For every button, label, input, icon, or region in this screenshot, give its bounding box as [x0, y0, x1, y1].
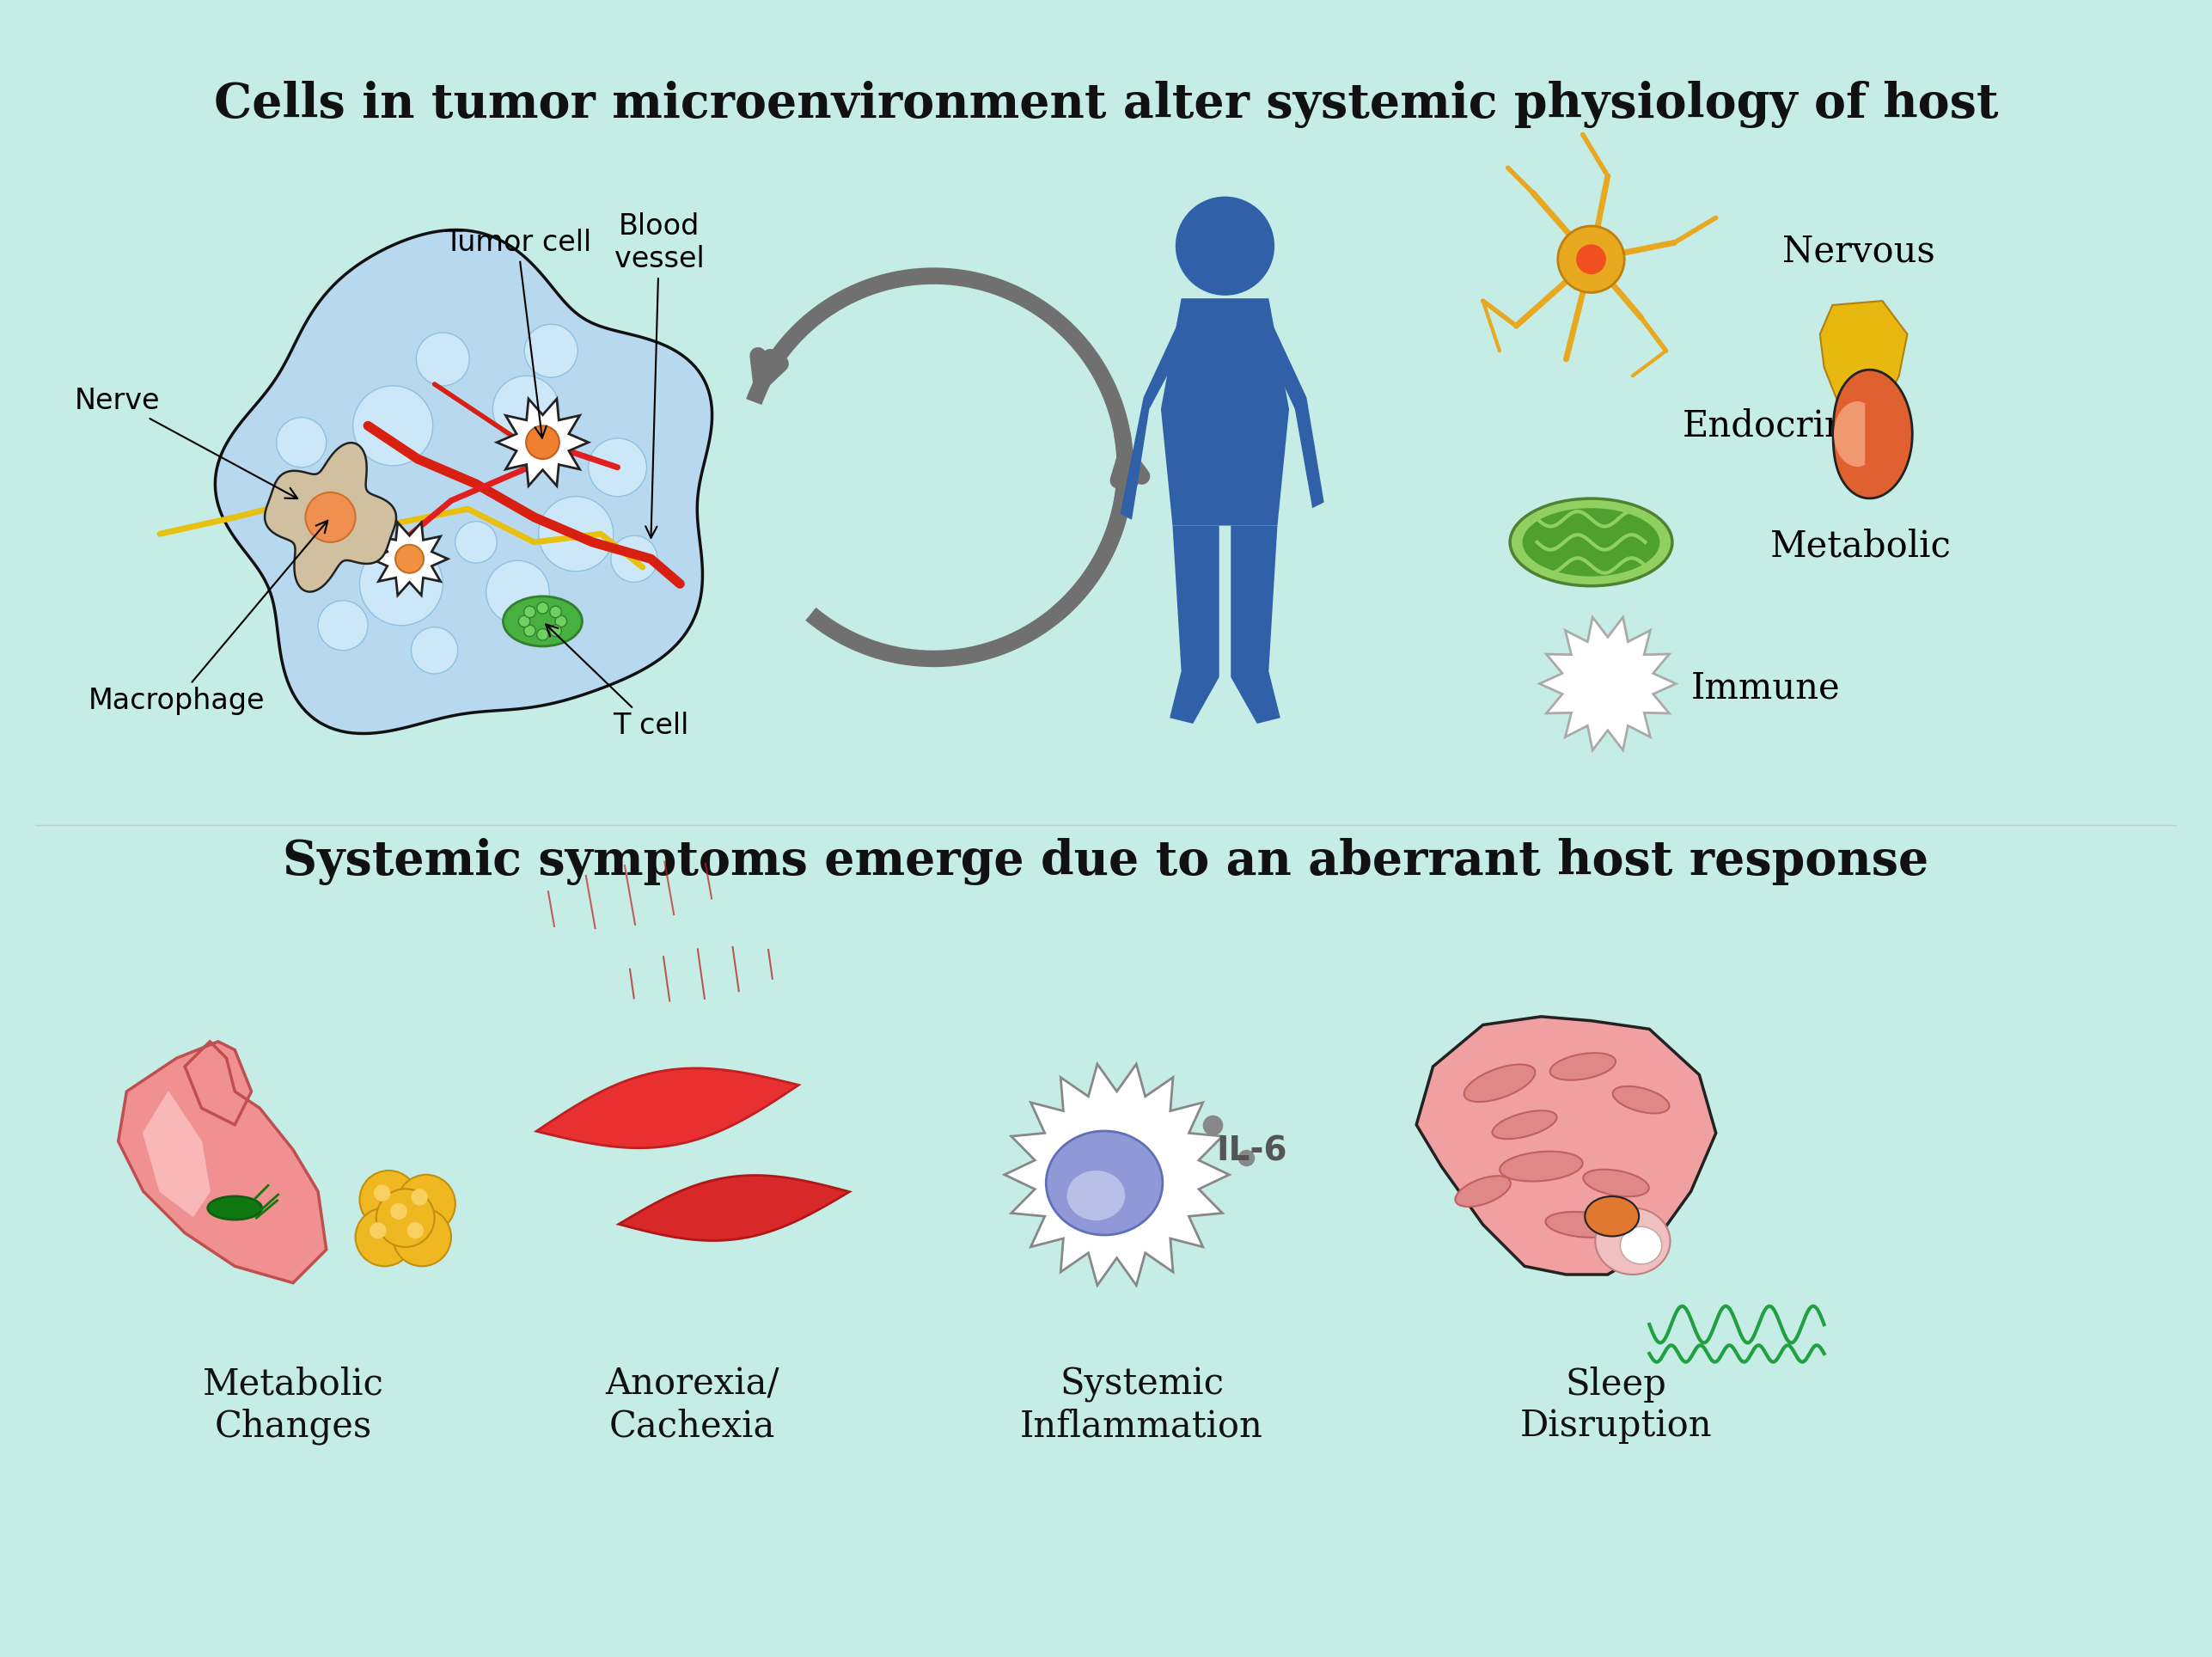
Text: Nerve: Nerve: [75, 386, 296, 499]
Ellipse shape: [1619, 1226, 1661, 1264]
Circle shape: [588, 437, 646, 497]
Circle shape: [538, 628, 549, 640]
Ellipse shape: [1464, 1064, 1535, 1102]
Polygon shape: [1256, 316, 1325, 509]
Text: Endocrine: Endocrine: [1683, 408, 1869, 444]
Circle shape: [487, 560, 549, 623]
Ellipse shape: [1522, 509, 1659, 577]
Circle shape: [361, 542, 442, 625]
Circle shape: [551, 606, 562, 618]
Text: Immune: Immune: [1690, 669, 1840, 706]
Circle shape: [1175, 197, 1274, 295]
Circle shape: [416, 333, 469, 386]
Circle shape: [294, 486, 358, 548]
Polygon shape: [372, 522, 447, 595]
Circle shape: [396, 545, 425, 573]
Circle shape: [369, 1223, 387, 1239]
Text: Systemic symptoms emerge due to an aberrant host response: Systemic symptoms emerge due to an aberr…: [283, 838, 1929, 885]
Circle shape: [356, 1208, 414, 1266]
Circle shape: [611, 535, 657, 582]
Ellipse shape: [1493, 1110, 1557, 1138]
Ellipse shape: [1500, 1152, 1582, 1181]
Text: Tumor cell: Tumor cell: [445, 229, 591, 437]
Circle shape: [276, 418, 327, 467]
Polygon shape: [144, 1092, 210, 1216]
Circle shape: [518, 615, 531, 626]
Circle shape: [319, 600, 367, 651]
Ellipse shape: [1511, 499, 1672, 587]
Polygon shape: [1834, 403, 1865, 466]
Circle shape: [407, 1223, 425, 1239]
Ellipse shape: [1595, 1208, 1670, 1274]
Circle shape: [524, 325, 577, 378]
Text: Nervous: Nervous: [1783, 234, 1936, 268]
Circle shape: [361, 1170, 418, 1229]
Text: Metabolic: Metabolic: [1770, 529, 1951, 565]
Text: Cells in tumor microenvironment alter systemic physiology of host: Cells in tumor microenvironment alter sy…: [215, 81, 1997, 128]
Circle shape: [1557, 225, 1624, 293]
Ellipse shape: [1546, 1211, 1619, 1238]
Polygon shape: [498, 399, 588, 486]
Text: IL-6: IL-6: [1217, 1135, 1287, 1168]
Polygon shape: [265, 442, 396, 592]
Polygon shape: [1416, 1017, 1717, 1274]
Circle shape: [376, 1188, 434, 1248]
Text: Metabolic
Changes: Metabolic Changes: [204, 1365, 383, 1445]
Circle shape: [389, 1203, 407, 1220]
Polygon shape: [1170, 525, 1219, 724]
Ellipse shape: [1455, 1176, 1511, 1206]
Text: Macrophage: Macrophage: [88, 520, 327, 714]
Circle shape: [411, 626, 458, 674]
Circle shape: [538, 601, 549, 613]
Ellipse shape: [208, 1196, 261, 1220]
Circle shape: [354, 386, 434, 466]
Polygon shape: [215, 230, 712, 734]
Ellipse shape: [1584, 1170, 1648, 1196]
Circle shape: [305, 492, 356, 542]
Text: T cell: T cell: [546, 625, 688, 739]
Polygon shape: [1230, 525, 1281, 724]
Polygon shape: [1119, 316, 1192, 520]
Circle shape: [396, 1175, 456, 1233]
Circle shape: [374, 1185, 389, 1201]
Polygon shape: [117, 1042, 327, 1283]
Ellipse shape: [1066, 1170, 1126, 1221]
Text: Systemic
Inflammation: Systemic Inflammation: [1020, 1365, 1263, 1443]
Ellipse shape: [1613, 1087, 1670, 1114]
Text: Sleep
Disruption: Sleep Disruption: [1520, 1365, 1712, 1443]
Circle shape: [524, 606, 535, 618]
Circle shape: [394, 1208, 451, 1266]
Circle shape: [493, 376, 560, 442]
Polygon shape: [1004, 1064, 1230, 1286]
Circle shape: [524, 625, 535, 636]
Circle shape: [526, 426, 560, 459]
Polygon shape: [619, 1175, 849, 1241]
Ellipse shape: [1584, 1196, 1639, 1236]
Polygon shape: [535, 1069, 799, 1148]
Text: Blood
vessel: Blood vessel: [615, 212, 703, 539]
Circle shape: [551, 625, 562, 636]
Circle shape: [1577, 244, 1606, 275]
Circle shape: [538, 497, 613, 572]
Ellipse shape: [1046, 1132, 1164, 1234]
Circle shape: [411, 1188, 427, 1206]
Polygon shape: [1820, 302, 1907, 426]
Polygon shape: [1161, 298, 1290, 525]
Polygon shape: [1834, 370, 1913, 499]
Ellipse shape: [502, 597, 582, 646]
Circle shape: [456, 522, 498, 563]
Ellipse shape: [1551, 1052, 1615, 1080]
Circle shape: [555, 615, 566, 626]
Text: Anorexia/
Cachexia: Anorexia/ Cachexia: [606, 1365, 779, 1443]
Polygon shape: [1540, 616, 1677, 751]
